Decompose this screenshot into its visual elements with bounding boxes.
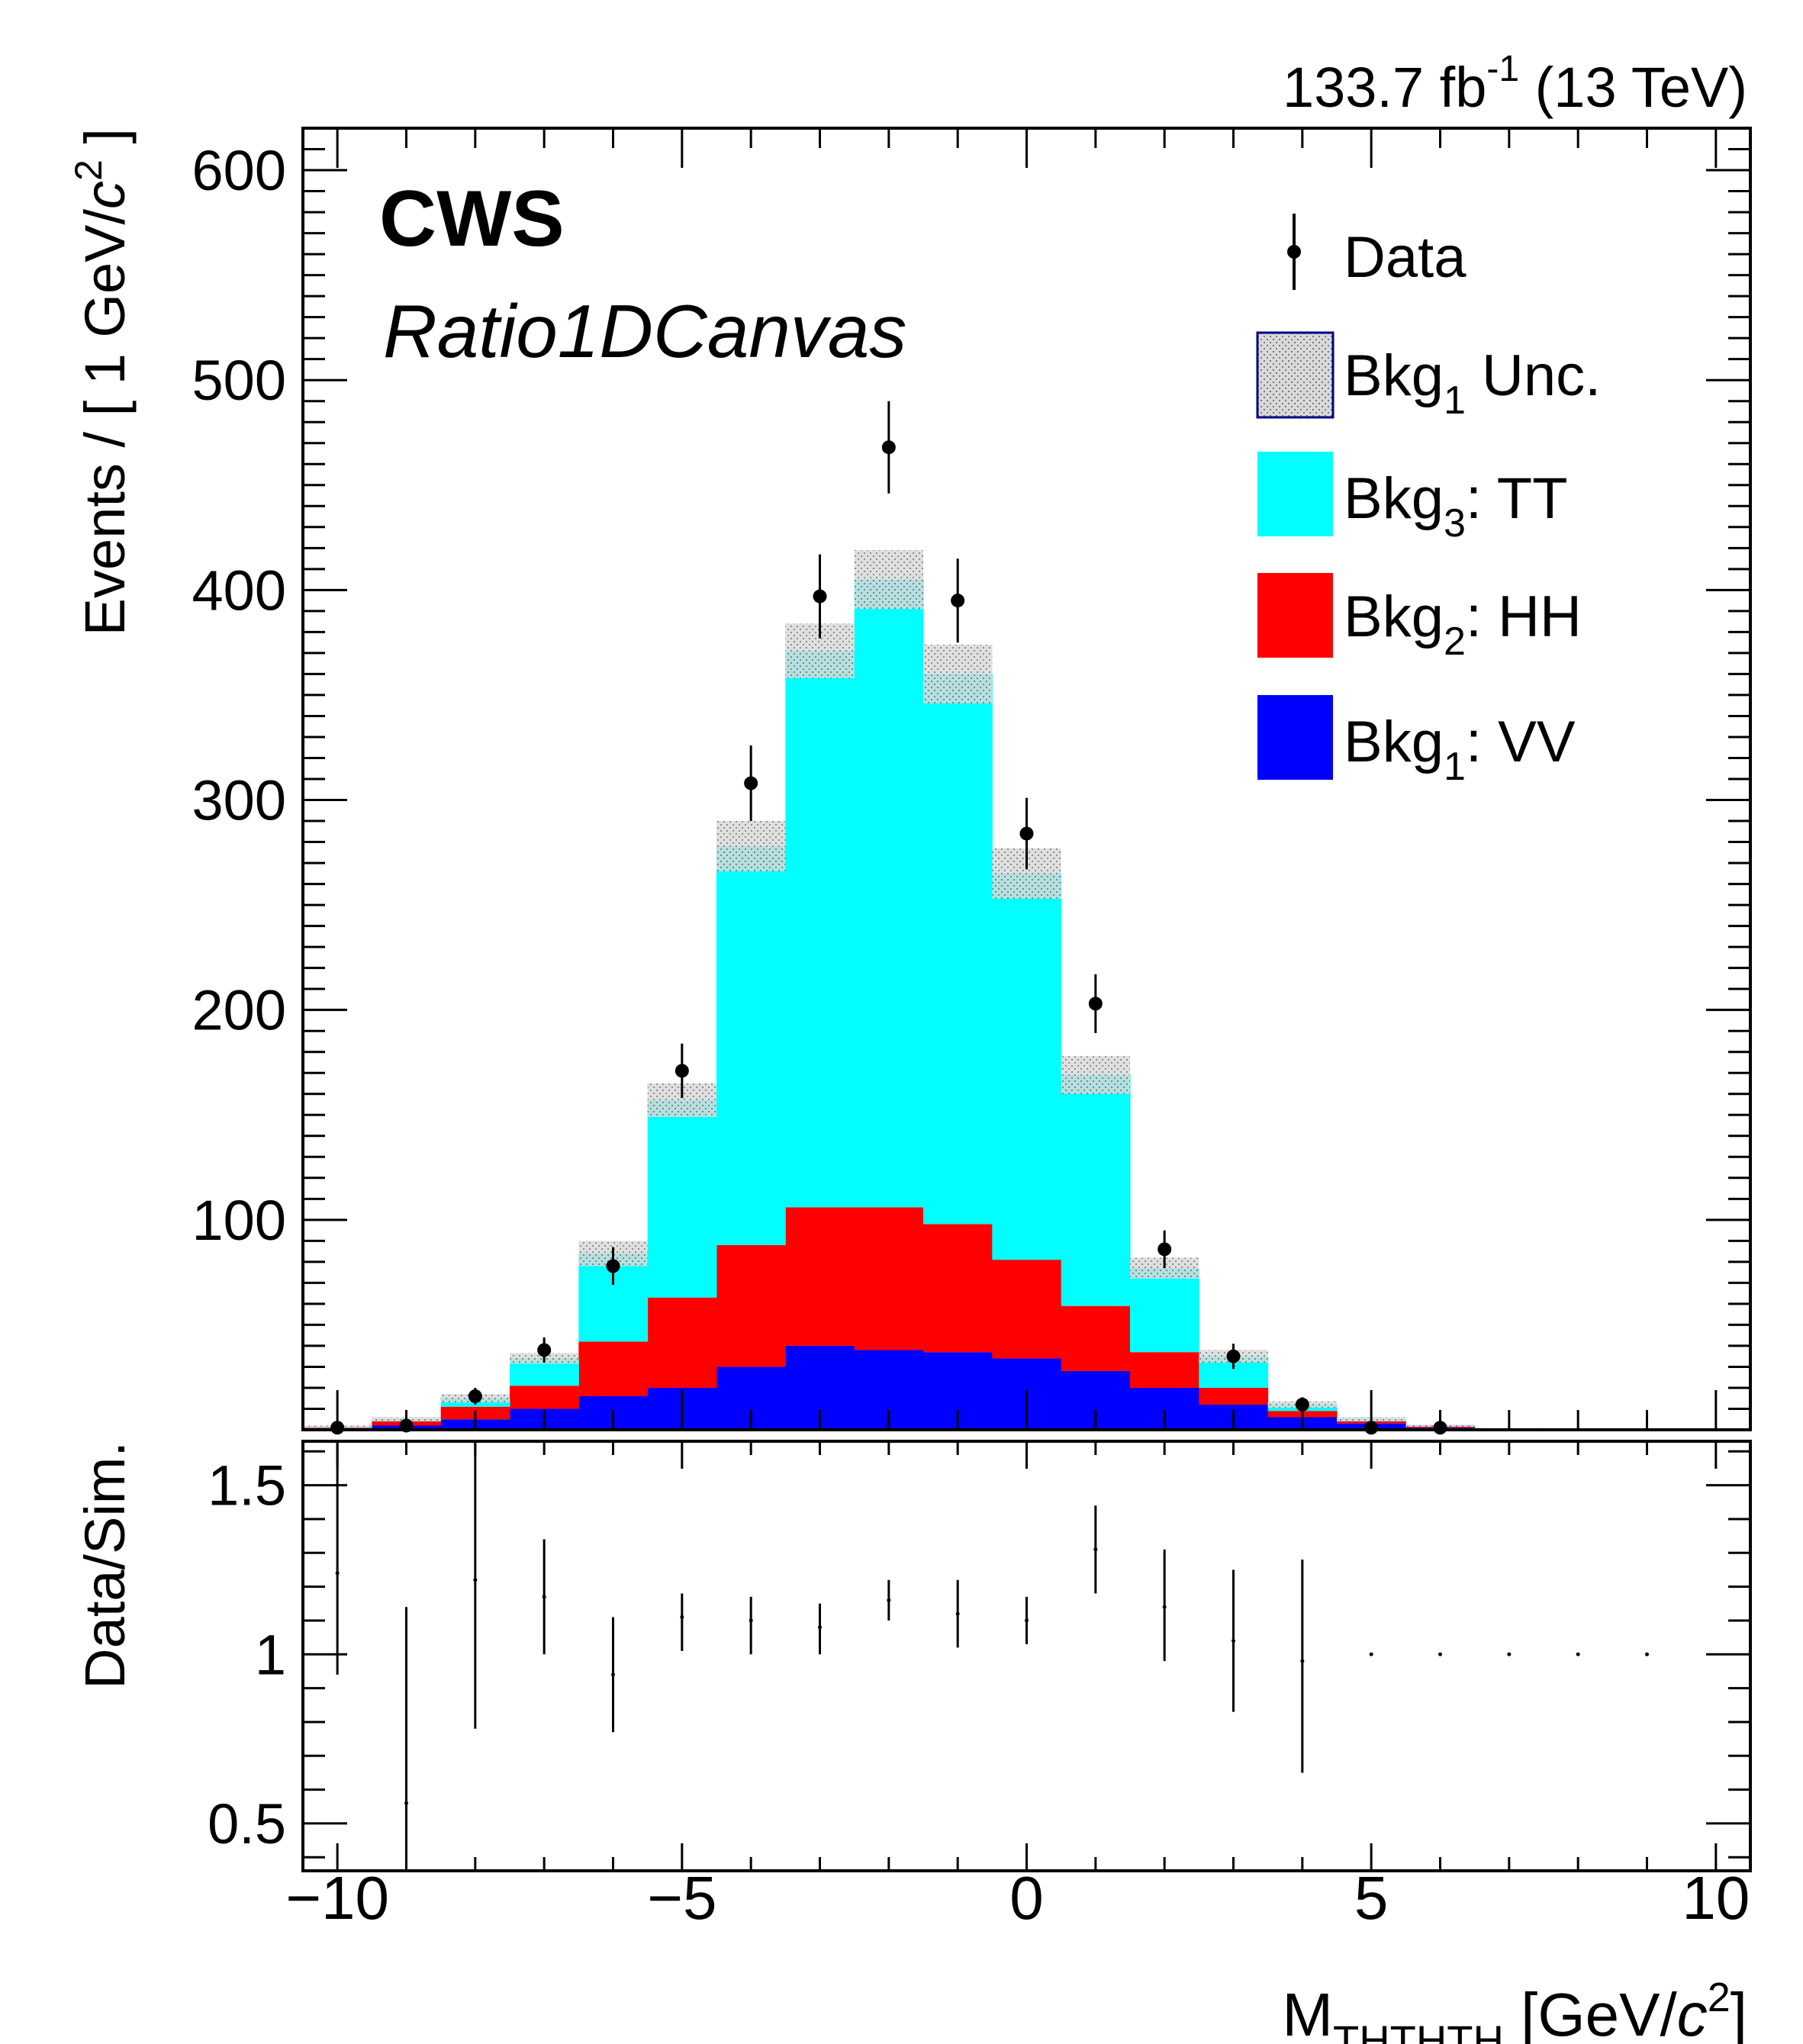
bar-tt-bin-9 <box>923 674 993 1225</box>
bar-tt-bin-8 <box>854 579 924 1208</box>
data-point <box>1157 1230 1172 1269</box>
ratio-point <box>680 1593 684 1651</box>
bar-hh-bin-4 <box>578 1341 649 1396</box>
x-tick-label: 10 <box>1682 1864 1750 1932</box>
data-points <box>330 401 1447 1435</box>
lumi-label: 133.7 fb-1 (13 TeV) <box>1283 49 1747 119</box>
stacked-histogram <box>303 579 1613 1430</box>
data-point <box>1295 1397 1309 1412</box>
legend: Data Bkg1 Unc. Bkg3: TT Bkg2: HH Bkg1: V… <box>1256 214 1601 789</box>
ratio-y-tick-label: 1 <box>255 1623 286 1686</box>
svg-text:Bkg1 Unc.: Bkg1 Unc. <box>1344 343 1601 423</box>
y-tick-label: 600 <box>192 139 286 202</box>
data-point <box>1226 1344 1241 1370</box>
uncertainty-bin-8 <box>854 550 923 610</box>
ratio-point <box>1369 1652 1373 1656</box>
legend-entry-bkg1-unc: Bkg1 Unc. <box>1256 331 1601 423</box>
x-axis-title: MTHTHTH [GeV/c2] <box>1282 1975 1747 2044</box>
uncertainty-bin-11 <box>1061 1056 1130 1094</box>
data-point <box>606 1247 620 1286</box>
ratio-point <box>1507 1652 1512 1656</box>
ratio-frame <box>301 1440 1752 1872</box>
data-point <box>468 1387 482 1405</box>
y-tick-label: 500 <box>192 349 286 412</box>
bar-hh-bin-5 <box>647 1297 717 1388</box>
ratio-point <box>1576 1652 1580 1656</box>
ratio-y-tick-label: 0.5 <box>208 1792 286 1856</box>
bar-tt-bin-10 <box>992 873 1062 1260</box>
data-point <box>675 1043 689 1099</box>
data-point <box>813 554 827 639</box>
y-tick-label: 400 <box>192 558 286 622</box>
ratio-point <box>887 1579 891 1621</box>
ratio-point <box>1093 1505 1098 1594</box>
bar-hh-bin-10 <box>992 1260 1062 1359</box>
ratio-y-axis-title: Data/Sim. <box>73 1441 137 1689</box>
legend-entry-bkg1-vv: Bkg1: VV <box>1257 695 1576 789</box>
bar-tt-bin-7 <box>785 651 855 1208</box>
data-point <box>951 558 965 643</box>
ratio-point <box>404 1607 408 1871</box>
data-point <box>1019 797 1034 870</box>
ratio-point <box>335 1441 340 1675</box>
main-y-axis: 100 200 300 400 500 600 <box>192 127 1750 1410</box>
bar-tt-bin-6 <box>716 846 786 1245</box>
y-tick-label: 100 <box>192 1189 286 1252</box>
ratio-point <box>1438 1652 1442 1656</box>
bar-hh-bin-11 <box>1061 1305 1131 1371</box>
legend-entry-bkg2-hh: Bkg2: HH <box>1257 573 1582 664</box>
y-tick-label: 300 <box>192 769 286 832</box>
ratio-point <box>818 1603 822 1655</box>
ratio-point <box>1232 1569 1235 1712</box>
canvas-label: Ratio1DCanvas <box>383 289 906 373</box>
x-tick-label: 0 <box>1009 1864 1044 1932</box>
ratio-x-axis: −10 −5 0 5 10 <box>285 1441 1750 1932</box>
svg-text:Bkg1: VV: Bkg1: VV <box>1344 710 1576 789</box>
ratio-point <box>749 1596 753 1655</box>
ratio-pad: 0.5 1 1.5 −10 −5 0 5 10 Data/Sim. MTHTHTH [GeV… <box>73 1440 1752 2044</box>
data-point <box>881 401 896 494</box>
data-point <box>1088 974 1103 1033</box>
svg-text:Bkg2: HH: Bkg2: HH <box>1344 584 1582 664</box>
bar-tt-bin-12 <box>1130 1268 1199 1353</box>
x-tick-label: 5 <box>1354 1864 1389 1932</box>
x-tick-label: −5 <box>647 1864 716 1932</box>
x-tick-label: −10 <box>285 1864 389 1932</box>
uncertainty-bin-9 <box>923 644 993 703</box>
bar-hh-bin-3 <box>510 1386 579 1409</box>
ratio-point <box>473 1441 478 1729</box>
main-y-axis-title: Events / [ 1 GeV/c2 ] <box>67 128 137 636</box>
main-x-ticks <box>336 128 1718 1430</box>
bar-hh-bin-12 <box>1130 1352 1199 1388</box>
svg-text:Data: Data <box>1344 225 1467 290</box>
legend-entry-bkg3-tt: Bkg3: TT <box>1257 452 1568 546</box>
ratio-point <box>1645 1652 1649 1656</box>
bar-hh-bin-9 <box>923 1224 993 1353</box>
main-pad: 100 200 300 400 500 600 CWS Ratio1DCanvas Eve… <box>67 127 1752 1435</box>
ratio-point <box>542 1539 546 1655</box>
data-point <box>744 745 758 822</box>
data-point <box>537 1337 552 1363</box>
ratio-point <box>1025 1596 1029 1644</box>
bar-hh-bin-8 <box>854 1207 924 1350</box>
bar-tt-bin-5 <box>647 1099 717 1298</box>
bar-hh-bin-13 <box>1199 1387 1269 1405</box>
bar-hh-bin-6 <box>716 1244 786 1367</box>
legend-entry-data: Data <box>1287 214 1467 290</box>
ratio-point <box>955 1579 960 1648</box>
uncertainty-bin-6 <box>716 821 786 872</box>
ratio-points <box>335 1441 1649 1871</box>
y-tick-label: 200 <box>192 979 286 1042</box>
ratio-point <box>611 1617 615 1733</box>
ratio-point <box>1300 1560 1305 1773</box>
ratio-y-axis: 0.5 1 1.5 <box>208 1450 1750 1859</box>
bar-tt-bin-11 <box>1061 1074 1131 1306</box>
ratio-point <box>1162 1549 1167 1662</box>
bar-hh-bin-7 <box>785 1207 855 1346</box>
experiment-label: CWS <box>379 175 565 263</box>
ratio-y-tick-label: 1.5 <box>208 1454 286 1518</box>
svg-text:Bkg3: TT: Bkg3: TT <box>1344 466 1568 546</box>
